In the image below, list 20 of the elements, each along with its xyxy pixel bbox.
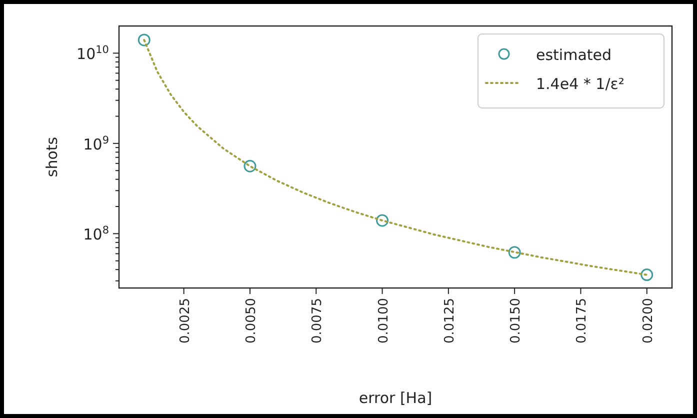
y-tick-label: 10$^{10}$ <box>76 44 109 64</box>
legend-label: estimated <box>536 46 612 64</box>
x-tick-label: 0.0075 <box>310 298 326 344</box>
point <box>244 160 256 172</box>
point <box>138 34 150 46</box>
x-tick-label: 0.0100 <box>376 298 392 344</box>
x-tick-label: 0.0125 <box>442 298 458 344</box>
x-tick-label: 0.0200 <box>640 298 656 344</box>
point <box>508 246 521 259</box>
x-tick-label: 0.0150 <box>508 298 524 344</box>
y-tick-label: 10$^{9}$ <box>83 134 109 154</box>
point <box>640 268 654 282</box>
y-axis-title: shots <box>43 136 61 178</box>
y-tick-label: 10$^{8}$ <box>83 224 109 244</box>
x-tick-label: 0.0025 <box>178 298 193 344</box>
x-axis-title: error [Ha] <box>358 389 432 407</box>
point <box>376 214 389 227</box>
x-tick-label: 0.0050 <box>244 298 259 344</box>
legend-label: 1.4e4 * 1/ε² <box>536 75 624 93</box>
x-tick-label: 0.0175 <box>574 298 590 344</box>
